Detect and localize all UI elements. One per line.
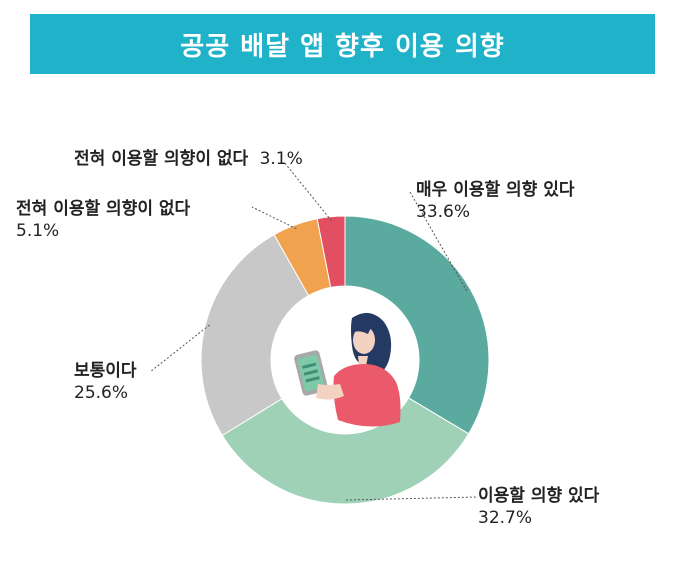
label-very-willing-category: 매우 이용할 의향 있다 [416, 180, 575, 200]
label-neutral-value: 25.6% [74, 383, 129, 403]
slice-very-willing [344, 215, 490, 435]
leader-neutral [149, 324, 210, 373]
slice-neutral [200, 233, 310, 437]
title-banner: 공공 배달 앱 향후 이용 의향 [30, 14, 655, 74]
label-neutral-category: 보통이다 [74, 361, 137, 381]
label-willing-value: 32.7% [478, 508, 533, 528]
label-not-willing-b-value: 3.1% [259, 149, 303, 169]
leader-not-willing-a [251, 206, 297, 230]
label-not-willing-a-value: 5.1% [16, 221, 60, 241]
label-not-willing-b-category: 전혀 이용할 의향이 없다 [74, 149, 249, 169]
leader-lines [149, 161, 479, 501]
label-neutral: 보통이다 25.6% [74, 360, 137, 404]
label-willing-category: 이용할 의향 있다 [478, 486, 600, 506]
label-very-willing: 매우 이용할 의향 있다 33.6% [416, 179, 575, 223]
chart-title: 공공 배달 앱 향후 이용 의향 [180, 31, 505, 62]
label-very-willing-value: 33.6% [416, 202, 471, 222]
label-willing: 이용할 의향 있다 32.7% [478, 485, 599, 529]
leader-very-willing [409, 191, 468, 292]
label-not-willing-b: 전혀 이용할 의향이 없다 3.1% [74, 148, 303, 170]
slices-group [200, 215, 490, 505]
leader-not-willing-b [283, 161, 332, 221]
center-illustration [275, 290, 415, 430]
woman-with-phone-icon [294, 312, 401, 427]
slice-willing [221, 397, 470, 505]
slice-not-willing-b [316, 215, 346, 288]
label-not-willing-a: 전혀 이용할 의향이 없다 5.1% [16, 198, 190, 242]
label-not-willing-a-category: 전혀 이용할 의향이 없다 [16, 199, 191, 219]
